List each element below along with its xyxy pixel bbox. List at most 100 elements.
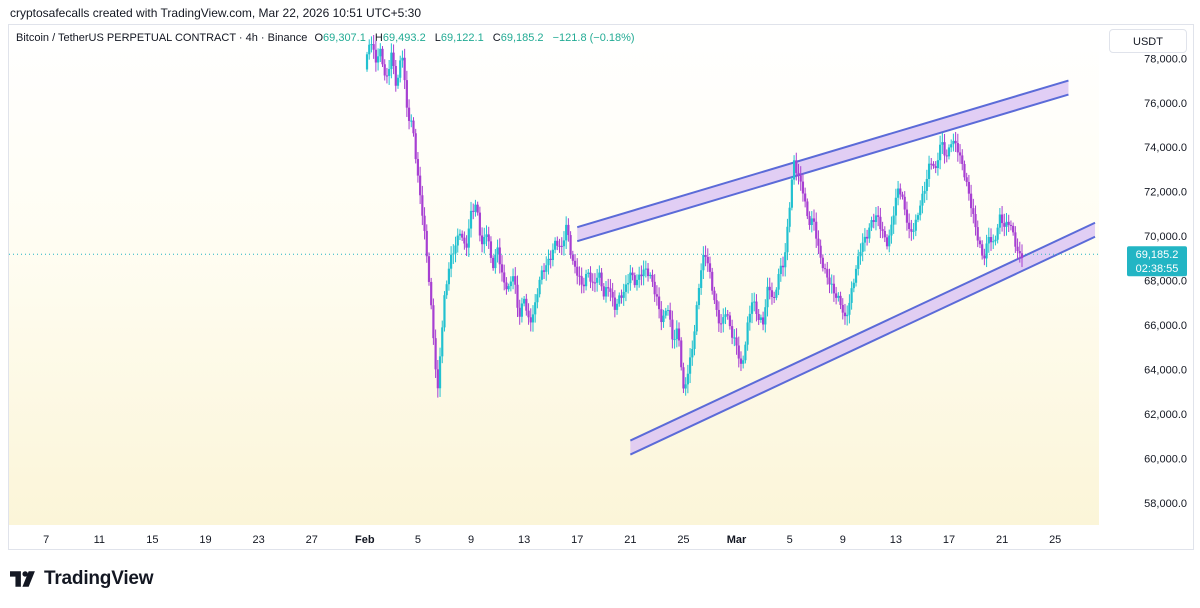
candle-body	[952, 140, 955, 145]
candle-body	[492, 257, 495, 269]
candle-body	[405, 80, 408, 108]
candle-body	[458, 233, 462, 236]
candle-body	[534, 302, 537, 315]
candle-body	[454, 245, 457, 254]
candle-body	[812, 218, 816, 222]
candle-body	[587, 272, 590, 274]
time-tick-label: 21	[996, 534, 1008, 546]
candle-body	[753, 301, 756, 303]
candle-body	[436, 369, 439, 389]
candle-body	[593, 282, 597, 284]
candle-body	[804, 193, 807, 202]
candle-body	[682, 367, 685, 389]
ohlc-open-value: 69,307.1	[323, 32, 366, 44]
candle-body	[722, 317, 725, 324]
candle-body	[390, 52, 393, 70]
candle-body	[653, 281, 656, 295]
candle-body	[430, 281, 433, 306]
last-price-tag: 69,185.2 02:38:55	[1127, 246, 1187, 277]
candle-body	[693, 331, 696, 349]
time-tick-label: 21	[624, 534, 636, 546]
candle-body	[412, 120, 415, 134]
candle-body	[941, 142, 944, 145]
candle-body	[757, 313, 760, 320]
candle-body	[885, 237, 889, 247]
candle-body	[992, 241, 995, 243]
candle-body	[379, 48, 382, 57]
candle-body	[478, 212, 481, 236]
candle-body	[403, 57, 406, 81]
candle-body	[899, 188, 902, 195]
currency-button[interactable]: USDT	[1109, 29, 1187, 53]
candle-body	[815, 221, 818, 239]
candle-body	[571, 254, 574, 261]
candle-body	[826, 269, 829, 278]
price-tick-label: 66,000.0	[1144, 320, 1187, 332]
candle-body	[1000, 214, 1004, 224]
candle-body	[507, 286, 510, 290]
price-change: −121.8 (−0.18%)	[552, 32, 635, 44]
time-tick-label: 17	[571, 534, 583, 546]
price-tick-label: 64,000.0	[1144, 364, 1187, 376]
candle-body	[848, 302, 851, 315]
candle-body	[759, 317, 762, 320]
candle-body	[514, 276, 517, 285]
candle-body	[1009, 224, 1013, 226]
candle-body	[750, 302, 754, 314]
candle-body	[779, 265, 782, 275]
price-tick-label: 68,000.0	[1144, 276, 1187, 288]
candle-body	[414, 133, 417, 160]
candle-body	[945, 155, 948, 157]
candle-body	[788, 207, 791, 227]
candle-body	[735, 337, 738, 346]
candle-body	[746, 322, 749, 345]
candle-body	[985, 243, 988, 259]
candle-body	[467, 228, 470, 248]
time-tick-label: 17	[943, 534, 955, 546]
candle-body	[602, 286, 605, 297]
candle-body	[883, 230, 886, 238]
candle-body	[1014, 232, 1017, 247]
candle-body	[445, 284, 448, 296]
candle-body	[784, 252, 787, 268]
candle-body	[416, 159, 420, 176]
candle-body	[868, 227, 871, 239]
candle-body	[987, 237, 990, 244]
candle-body	[578, 275, 581, 277]
candle-body	[640, 274, 643, 277]
time-tick-label: 25	[1049, 534, 1061, 546]
candle-body	[547, 258, 550, 266]
candle-body	[496, 247, 499, 255]
candle-body	[523, 298, 526, 304]
candle-body	[392, 52, 395, 66]
time-tick-label: 19	[199, 534, 211, 546]
candle-body	[843, 312, 847, 317]
candle-body	[819, 245, 822, 258]
candle-body	[870, 220, 873, 228]
candle-body	[419, 175, 422, 196]
candle-body	[965, 177, 968, 182]
candle-body	[569, 235, 572, 255]
candle-body	[773, 297, 776, 299]
candle-body	[925, 178, 928, 191]
candle-body	[372, 44, 375, 50]
candle-body	[622, 291, 625, 298]
ohlc-low: L69,122.1	[435, 32, 484, 44]
candle-body	[646, 268, 650, 277]
candle-body	[994, 239, 997, 242]
ohlc-high-value: 69,493.2	[382, 32, 426, 44]
candle-body	[790, 179, 793, 208]
candle-body	[881, 229, 884, 231]
candle-body	[673, 339, 676, 341]
candle-body	[615, 303, 619, 310]
candle-body	[589, 272, 592, 282]
ohlc-low-value: 69,122.1	[440, 32, 484, 44]
time-tick-label: 5	[787, 534, 793, 546]
candle-body	[633, 275, 636, 286]
candle-body	[770, 290, 774, 298]
candle-body	[861, 242, 864, 252]
time-tick-label: 13	[518, 534, 530, 546]
candle-body	[810, 218, 813, 226]
candle-body	[967, 181, 970, 194]
candle-layer	[365, 34, 1024, 398]
